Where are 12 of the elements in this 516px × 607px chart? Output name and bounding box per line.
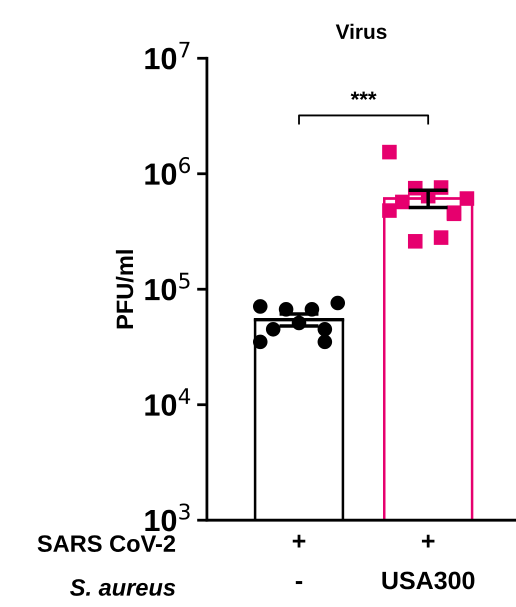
annotation: *** (350, 92, 377, 100)
text: SARS CoV-2 (38, 535, 176, 552)
y-tick-label: 10$^{3}$ (145, 503, 190, 532)
y-tick-label: 10$^{7}$ (145, 42, 190, 70)
y-axis-title: PFU/ml (116, 250, 134, 328)
x-tick-label: + USA300 (382, 534, 474, 590)
text: S. aureus (70, 579, 176, 596)
y-tick-label: 10$^{4}$ (145, 388, 190, 416)
category-label: + - (292, 534, 306, 584)
y-tick-label: 10$^{5}$ (145, 272, 190, 300)
y-tick-label: 10$^{6}$ (145, 157, 190, 185)
chart-title: Virus (336, 24, 386, 40)
